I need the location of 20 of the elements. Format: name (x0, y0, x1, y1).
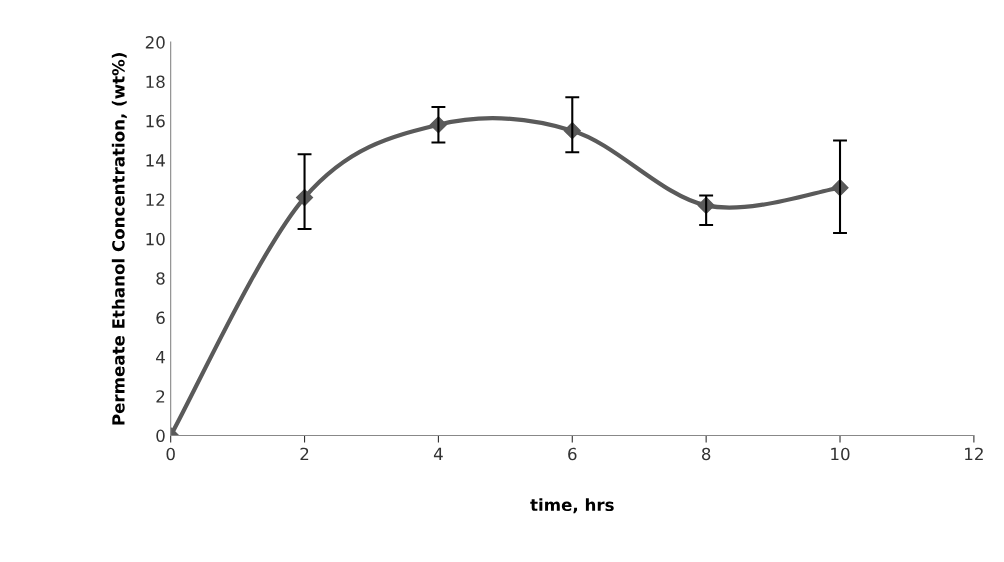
y-tick-label: 12 (146, 193, 165, 206)
x-tick-label: 0 (166, 447, 175, 461)
y-tick-label: 2 (156, 390, 165, 403)
y-axis-title: Permeate Ethanol Concentration, (wt%) (111, 53, 127, 425)
x-axis-title: time, hrs (530, 498, 614, 514)
x-tick-label: 12 (965, 447, 983, 461)
y-tick-label: 18 (146, 75, 165, 89)
x-tick-label: 4 (433, 447, 443, 461)
x-tick-label: 10 (831, 447, 850, 461)
y-tick-label: 20 (145, 36, 165, 49)
x-tick-label: 2 (300, 447, 309, 461)
y-tick-label: 16 (146, 114, 165, 128)
y-tick-label: 8 (156, 272, 165, 285)
y-tick-label: 14 (146, 154, 165, 167)
x-tick-label: 8 (701, 447, 711, 461)
y-tick-label: 4 (156, 351, 165, 364)
x-tick-label: 6 (568, 447, 577, 461)
y-tick-label: 0 (156, 429, 165, 443)
y-tick-label: 6 (156, 311, 165, 325)
y-tick-label: 10 (146, 232, 165, 246)
